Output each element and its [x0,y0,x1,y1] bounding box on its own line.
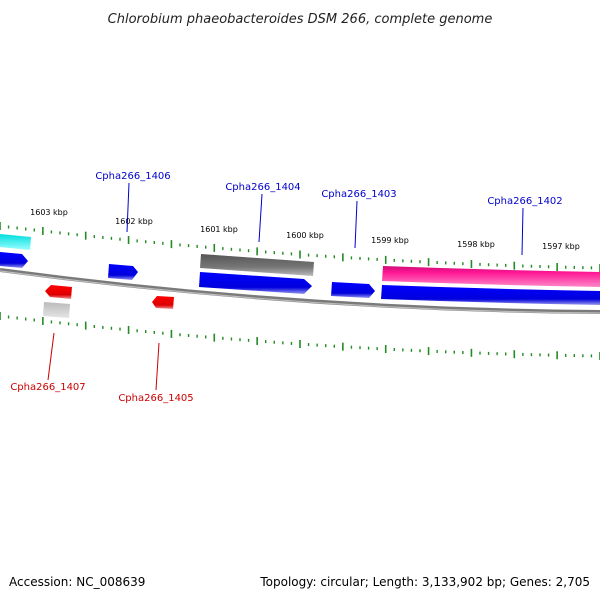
gene-label-1404[interactable]: Cpha266_1404 [225,182,300,193]
gene-blue-1403[interactable] [331,282,375,298]
gene-gray-1404[interactable] [200,254,314,276]
scale-label: 1602 kbp [115,217,153,226]
gene-label-1405[interactable]: Cpha266_1405 [118,393,193,404]
gene-blue-1404[interactable] [199,272,312,294]
scale-label: 1603 kbp [30,208,68,217]
scale-label: 1599 kbp [371,236,409,245]
gene-red-1407[interactable] [45,285,72,299]
gene-red-1405[interactable] [152,296,174,309]
scale-labels: 1603 kbp 1602 kbp 1601 kbp 1600 kbp 1599… [30,208,580,251]
genome-summary-text: Topology: circular; Length: 3,133,902 bp… [259,575,590,589]
genome-backbone-highlight [0,270,600,314]
inner-tick-track [0,312,600,360]
leader-lines [47,182,524,391]
gene-blue-1402[interactable] [381,285,600,305]
gene-label-1406[interactable]: Cpha266_1406 [95,171,170,182]
gene-blue-1406[interactable] [108,264,138,280]
outer-tick-track [0,222,600,272]
gene-label-1403[interactable]: Cpha266_1403 [321,189,396,200]
genome-backbone [0,268,600,314]
scale-label: 1601 kbp [200,225,238,234]
scale-label: 1598 kbp [457,240,495,249]
gene-lightgray[interactable] [43,302,70,318]
forward-strand-row [0,252,600,305]
scale-label: 1600 kbp [286,231,324,240]
gene-magenta-1402[interactable] [382,266,600,287]
map-title: Chlorobium phaeobacteroides DSM 266, com… [108,12,493,27]
gene-labels: Cpha266_1406 Cpha266_1404 Cpha266_1403 C… [10,171,562,404]
gene-label-1407[interactable]: Cpha266_1407 [10,382,85,393]
gene-blue-left[interactable] [0,252,28,268]
scale-label: 1597 kbp [542,242,580,251]
gene-label-1402[interactable]: Cpha266_1402 [487,196,562,207]
gene-cyan[interactable] [0,234,31,250]
accession-text: Accession: NC_008639 [9,575,145,589]
forward-genes [0,234,600,287]
reverse-genes [43,285,174,318]
